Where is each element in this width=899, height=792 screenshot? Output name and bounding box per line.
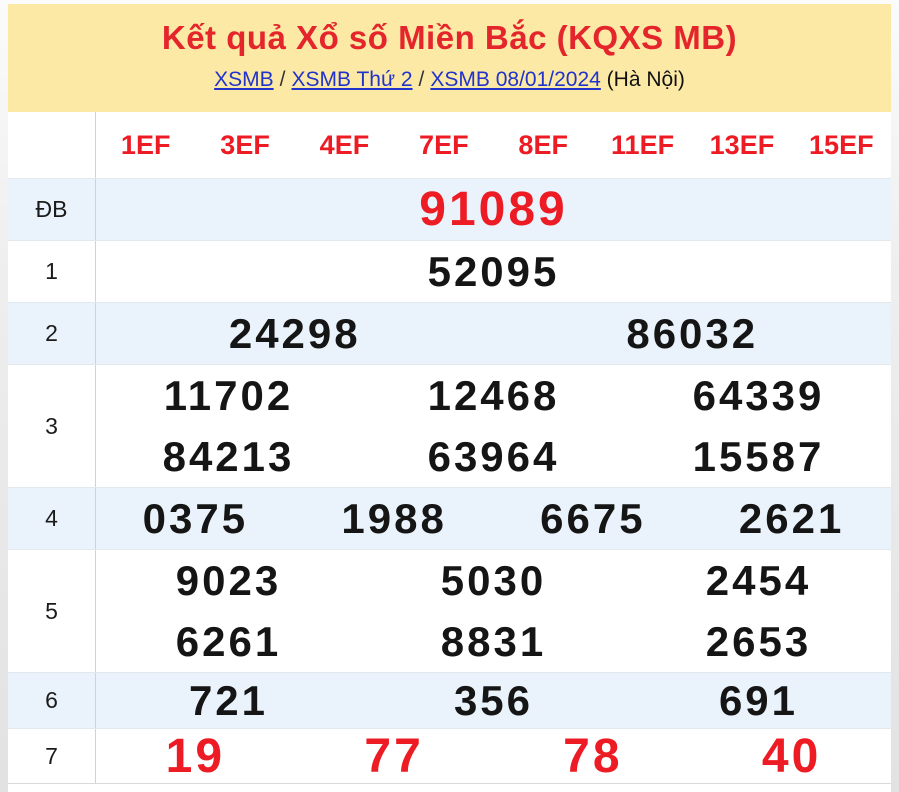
- row-line: 9023 5030 2454: [96, 550, 891, 611]
- result-number: 11702: [163, 371, 294, 419]
- column-header-15ef: 15EF: [809, 129, 874, 160]
- column-header-11ef: 11EF: [611, 129, 675, 160]
- table-row-3: 3 11702 12468 64339 84213 63964 15587: [8, 364, 891, 487]
- row-label-5: 5: [8, 550, 96, 672]
- column-header-4ef: 4EF: [319, 129, 370, 160]
- result-number: 40: [761, 729, 822, 783]
- result-number: 9023: [175, 556, 282, 604]
- row-values: 11702 12468 64339 84213 63964 15587: [96, 365, 891, 487]
- result-number: 78: [563, 729, 623, 783]
- breadcrumb-link-1[interactable]: XSMB Thứ 2: [291, 68, 413, 91]
- row-values: 9023 5030 2454 6261 8831 2653: [96, 550, 891, 672]
- breadcrumb-separator: /: [418, 68, 425, 91]
- row-line: 721 356 691: [96, 673, 891, 728]
- result-number: 721: [188, 676, 269, 724]
- result-number: 12468: [427, 371, 560, 419]
- row-line: 0375 1988 6675 2621: [96, 488, 891, 549]
- result-number: 19: [165, 729, 226, 783]
- column-header-13ef: 13EF: [709, 129, 775, 160]
- table-row-5: 5 9023 5030 2454 6261 8831 2653: [8, 549, 891, 672]
- result-number: 64339: [692, 371, 825, 419]
- table-row-6: 6 721 356 691: [8, 672, 891, 728]
- column-header-8ef: 8EF: [518, 129, 568, 160]
- breadcrumb-separator: /: [279, 68, 286, 91]
- result-number: 691: [718, 676, 799, 724]
- column-header-3ef: 3EF: [220, 129, 270, 160]
- result-number: 15587: [692, 432, 825, 480]
- row-values: 52095: [96, 241, 891, 302]
- row-label-đb: ĐB: [8, 179, 96, 240]
- row-line: 52095: [96, 241, 891, 302]
- row-line: 84213 63964 15587: [96, 426, 891, 487]
- result-number: 77: [364, 729, 424, 783]
- page-container: Kết quả Xổ số Miền Bắc (KQXS MB) XSMB / XS…: [8, 0, 891, 792]
- row-values: 24298 86032: [96, 303, 891, 364]
- result-number: 356: [453, 676, 534, 724]
- page-title: Kết quả Xổ số Miền Bắc (KQXS MB): [161, 19, 738, 56]
- row-label-3: 3: [8, 365, 96, 487]
- results-table-body: ĐB 91089 1 52095 2 24298 86032 3 11702 12468 64339…: [8, 178, 891, 783]
- result-number: 24298: [228, 309, 361, 357]
- result-number: 86032: [626, 309, 759, 357]
- result-number: 52095: [427, 247, 560, 295]
- column-header-1ef: 1EF: [120, 129, 171, 160]
- table-row-4: 4 0375 1988 6675 2621: [8, 487, 891, 549]
- row-label-7: 7: [8, 729, 96, 783]
- breadcrumb-link-0[interactable]: XSMB: [214, 68, 274, 91]
- row-label-1: 1: [8, 241, 96, 302]
- result-number: 63964: [427, 432, 560, 480]
- result-number: 91089: [419, 183, 568, 236]
- row-line: 11702 12468 64339: [96, 365, 891, 426]
- table-row-2: 2 24298 86032: [8, 302, 891, 364]
- result-number: 6261: [175, 617, 282, 665]
- row-values: 721 356 691: [96, 673, 891, 728]
- results-table: 1EF 3EF 4EF 7EF 8EF 11EF 13EF 15EF ĐB 91089 1 5209…: [8, 112, 891, 783]
- row-line: 19 77 78 40: [96, 729, 891, 784]
- column-header-7ef: 7EF: [419, 129, 469, 160]
- header-banner: Kết quả Xổ số Miền Bắc (KQXS MB) XSMB / XS…: [8, 4, 891, 112]
- row-values: 19 77 78 40: [96, 729, 891, 783]
- result-number: 6675: [540, 494, 646, 542]
- result-number: 0375: [142, 494, 249, 542]
- row-line: 91089: [96, 179, 891, 240]
- row-line: 24298 86032: [96, 303, 891, 364]
- result-number: 2653: [705, 617, 812, 665]
- row-label-6: 6: [8, 673, 96, 728]
- breadcrumb-suffix: (Hà Nội): [600, 68, 685, 91]
- row-label-header-empty: [8, 112, 96, 178]
- result-number: 8831: [440, 617, 547, 665]
- result-number: 84213: [162, 432, 295, 480]
- breadcrumb-link-2[interactable]: XSMB 08/01/2024: [430, 68, 601, 91]
- breadcrumb: XSMB / XSMB Thứ 2/XSMB 08/01/2024 (Hà Nội): [8, 68, 891, 92]
- page-bottom-strip: [8, 783, 891, 792]
- result-number: 2621: [738, 494, 845, 542]
- result-number: 5030: [440, 556, 547, 604]
- column-headers: 1EF 3EF 4EF 7EF 8EF 11EF 13EF 15EF: [96, 112, 891, 178]
- row-line: 6261 8831 2653: [96, 611, 891, 672]
- row-values: 91089: [96, 179, 891, 240]
- table-row-1: 1 52095: [8, 240, 891, 302]
- row-values: 0375 1988 6675 2621: [96, 488, 891, 549]
- column-header-row: 1EF 3EF 4EF 7EF 8EF 11EF 13EF 15EF: [8, 112, 891, 178]
- result-number: 1988: [341, 494, 447, 542]
- table-row-7: 7 19 77 78 40: [8, 728, 891, 783]
- row-label-4: 4: [8, 488, 96, 549]
- result-number: 2454: [705, 556, 812, 604]
- row-label-2: 2: [8, 303, 96, 364]
- table-row-đb: ĐB 91089: [8, 178, 891, 240]
